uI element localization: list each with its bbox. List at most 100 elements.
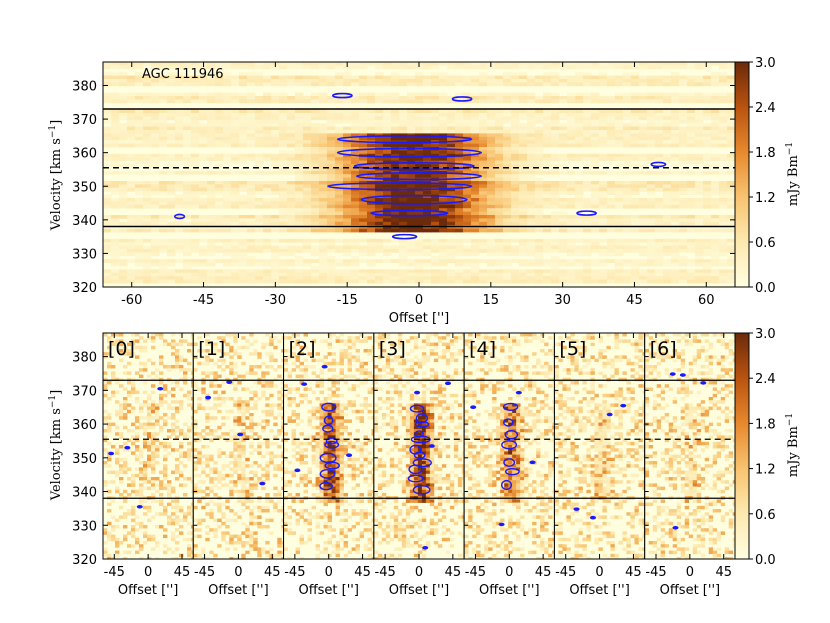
main-y-tick-label: 370 (72, 113, 97, 128)
main-heat-cell (407, 221, 416, 226)
main-heat-cell (135, 245, 144, 250)
main-heat-cell (359, 119, 368, 124)
panel-heat-cell (217, 397, 222, 401)
main-heat-cell (111, 269, 120, 274)
panel-heat-cell (179, 358, 184, 363)
main-heat-cell (631, 228, 640, 233)
panel-heat-cell (123, 345, 128, 350)
main-heat-cell (535, 259, 544, 263)
main-heat-cell (111, 153, 120, 158)
main-heat-cell (431, 62, 440, 66)
panel-contour (124, 445, 131, 450)
main-heat-cell (679, 65, 688, 70)
panel-heat-cell (155, 374, 160, 379)
main-heat-cell (543, 191, 552, 195)
main-heat-cell (727, 198, 735, 202)
main-heat-cell (239, 276, 248, 280)
main-heat-cell (287, 218, 296, 223)
main-heat-cell (383, 99, 392, 104)
panel-heat-cell (175, 457, 180, 462)
main-heat-cell (351, 259, 360, 263)
main-heat-cell (167, 133, 176, 138)
main-heat-cell (183, 252, 192, 257)
main-heatmap (103, 62, 735, 287)
main-heat-cell (295, 177, 304, 182)
main-heat-cell (567, 126, 576, 131)
main-heat-cell (463, 252, 472, 257)
panel-heat-cell (131, 438, 136, 443)
panel-heat-cell (115, 381, 120, 385)
main-heat-cell (479, 99, 488, 104)
main-heat-cell (431, 228, 440, 233)
main-heat-cell (183, 191, 192, 195)
main-heat-cell (703, 249, 712, 253)
main-heat-cell (375, 65, 384, 70)
main-heat-cell (479, 147, 488, 151)
main-heat-cell (415, 252, 424, 257)
panel-heat-cell (175, 400, 180, 404)
main-heat-cell (607, 96, 616, 100)
panel-heat-cell (111, 371, 116, 375)
main-heat-cell (639, 123, 648, 127)
main-heat-cell (711, 259, 720, 263)
main-heat-cell (199, 249, 208, 253)
panel-heat-cell (183, 451, 188, 455)
main-heat-cell (471, 242, 480, 246)
main-heat-cell (671, 276, 680, 280)
main-heat-cell (303, 79, 312, 83)
panel-heat-cell (179, 339, 184, 343)
main-heat-cell (607, 82, 616, 87)
main-heat-cell (415, 123, 424, 127)
main-heat-cell (223, 72, 232, 76)
main-heat-cell (671, 72, 680, 76)
main-heat-cell (335, 221, 344, 226)
main-heat-cell (215, 123, 224, 127)
main-heat-cell (559, 184, 568, 189)
main-heat-cell (623, 215, 632, 219)
panel-heat-cell (163, 384, 168, 388)
main-heat-cell (599, 249, 608, 253)
main-heat-cell (479, 249, 488, 253)
main-heat-cell (655, 272, 664, 277)
main-heat-cell (175, 238, 184, 243)
main-heat-cell (511, 133, 520, 138)
panel-heat-cell (241, 403, 246, 407)
main-heat-cell (423, 279, 432, 284)
main-heat-cell (455, 143, 464, 148)
panel-heat-cell (155, 489, 160, 494)
panel-heat-cell (187, 454, 192, 459)
main-heat-cell (239, 82, 248, 87)
panel-heat-cell (123, 512, 128, 516)
main-heat-cell (399, 211, 408, 216)
main-heat-cell (527, 130, 536, 134)
main-heat-cell (527, 262, 536, 267)
main-heat-cell (519, 164, 528, 168)
main-heat-cell (343, 99, 352, 104)
main-heat-cell (127, 143, 136, 148)
panel-heat-cell (147, 413, 152, 417)
main-heat-cell (271, 204, 280, 209)
panel-heat-cell (119, 409, 124, 414)
main-heat-cell (559, 238, 568, 243)
main-heat-cell (719, 133, 728, 138)
main-heat-cell (167, 96, 176, 100)
panel-heat-cell (245, 406, 250, 411)
main-heat-cell (351, 194, 360, 199)
panel-heat-cell (127, 393, 132, 398)
main-heat-cell (151, 123, 160, 127)
panel-heat-cell (265, 413, 270, 417)
main-heat-cell (687, 215, 696, 219)
main-heat-cell (695, 123, 704, 127)
main-heat-cell (455, 79, 464, 83)
main-heat-cell (111, 123, 120, 127)
main-heat-cell (543, 204, 552, 209)
main-heat-cell (439, 272, 448, 277)
main-heat-cell (615, 242, 624, 246)
main-heat-cell (159, 62, 168, 66)
main-heat-cell (191, 279, 200, 284)
panel-heat-cell (115, 544, 120, 548)
main-heat-cell (111, 75, 120, 80)
main-heat-cell (567, 276, 576, 280)
main-heat-cell (407, 126, 416, 131)
main-heat-cell (511, 181, 520, 185)
